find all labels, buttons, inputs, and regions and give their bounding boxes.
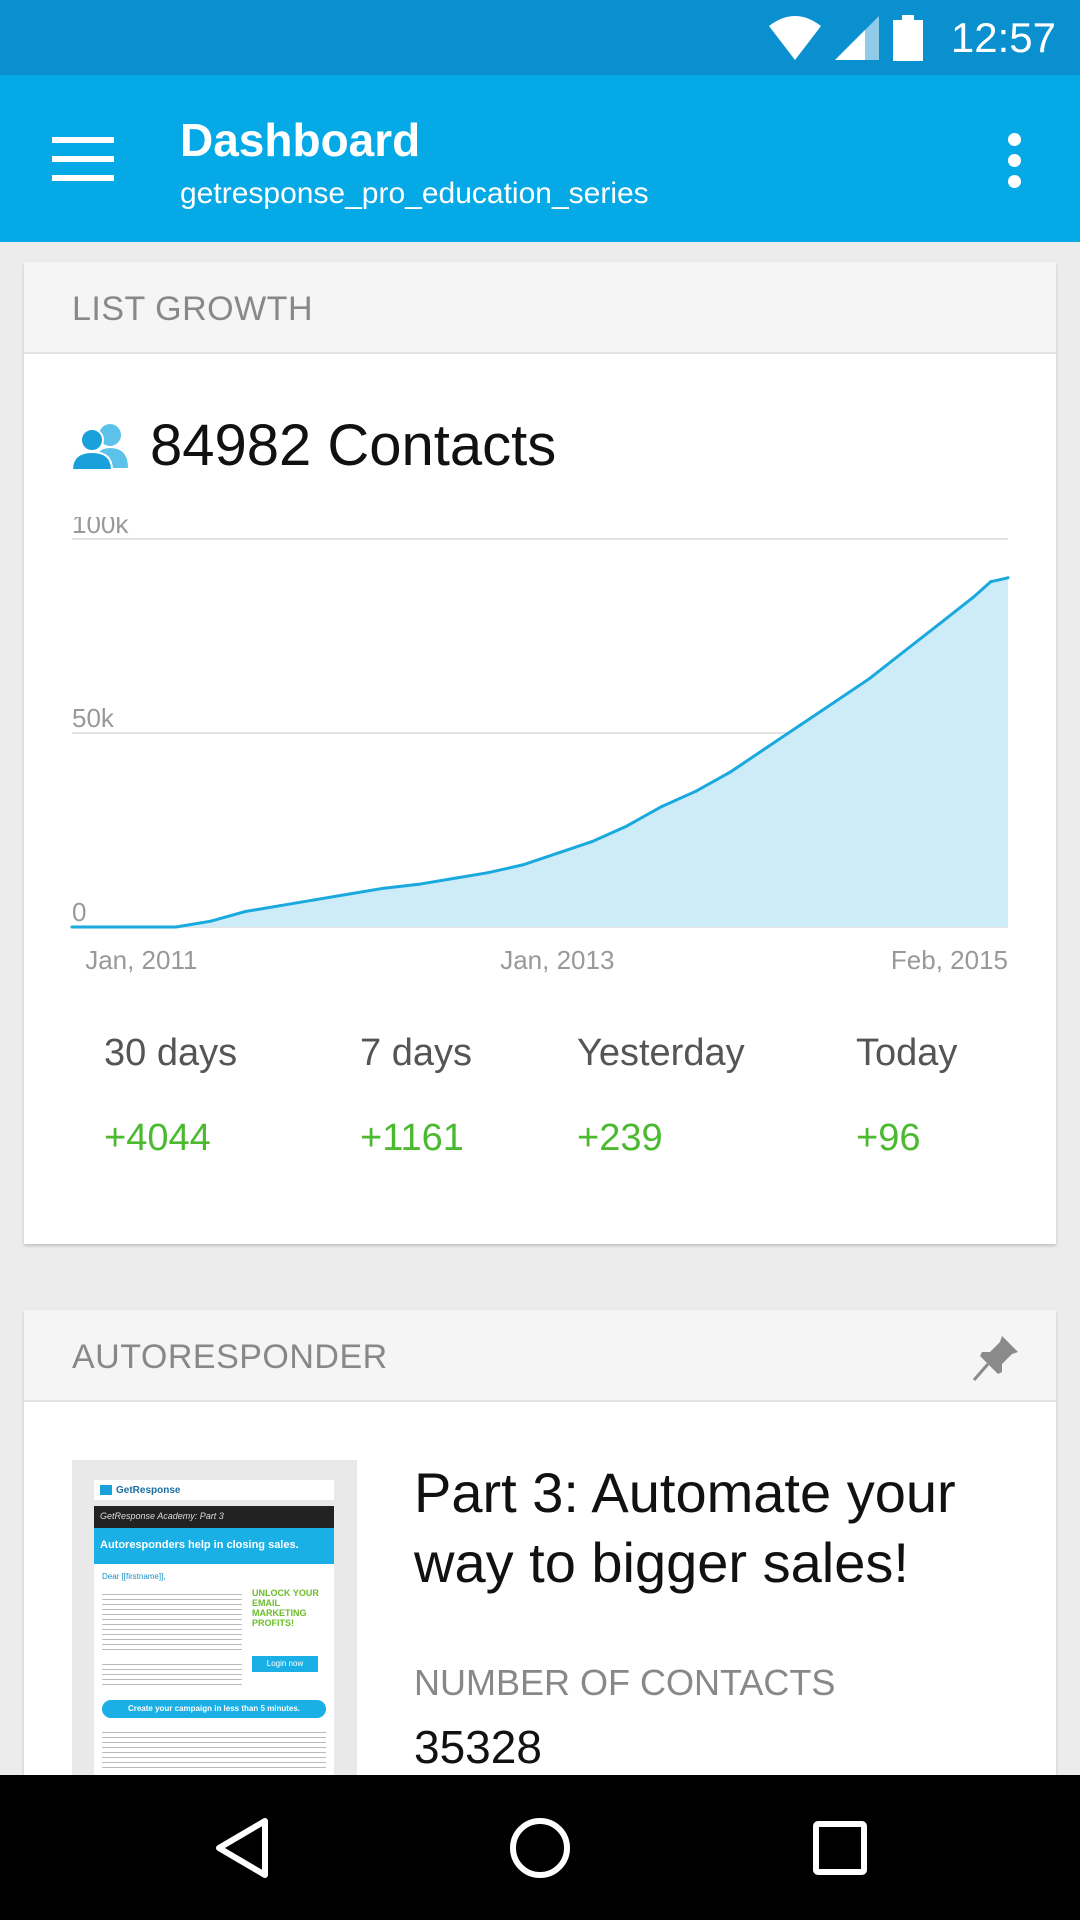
wifi-icon [768,15,821,60]
data-point [174,925,178,929]
data-point [278,904,282,908]
data-point [694,789,698,793]
data-point [70,925,74,929]
stat-label: 7 days [360,1032,472,1074]
contacts-summary: 84982 Contacts [72,412,556,479]
status-time: 12:57 [950,13,1056,61]
contacts-label: NUMBER OF CONTACTS [414,1662,836,1703]
back-icon[interactable] [207,1813,277,1883]
contacts-icon [72,423,128,470]
data-point [486,871,490,875]
x-tick-label: Jan, 2013 [500,945,614,975]
autoresponder-title: Part 3: Automate your way to bigger sale… [414,1461,956,1594]
thumbnail-banner: GetResponse Academy: Part 3 [94,1506,334,1528]
stat-label: Today [856,1032,958,1074]
data-point [763,747,767,751]
list-growth-chart: 100k 50k 0 Jan, 2011 Jan, 2013 Feb, 2015 [24,509,1056,1277]
data-point [243,909,247,913]
pin-icon[interactable] [972,1334,1020,1382]
data-point [937,622,941,626]
autoresponder-card[interactable]: AUTORESPONDER GetResponse GetResponse Ac… [24,1310,1056,1810]
data-point [347,892,351,896]
thumbnail-headline: Autoresponders help in closing sales. [94,1528,334,1564]
data-point [382,886,386,890]
recents-icon[interactable] [805,1813,875,1883]
y-tick-label: 50k [72,703,115,733]
stat-7-days: 7 days +1161 [360,1032,472,1160]
data-point [590,840,594,844]
thumbnail-brand-bar: GetResponse [94,1480,334,1500]
y-tick-label: 0 [72,897,86,927]
battery-icon [892,14,923,61]
stat-yesterday: Yesterday +239 [577,1032,745,1160]
page-title: Dashboard [180,114,421,166]
card-header: AUTORESPONDER [24,1310,1056,1402]
navigation-bar [0,1775,1080,1920]
contacts-value: 35328 [414,1721,542,1773]
data-point [798,723,802,727]
thumbnail-text-lines [102,1590,242,1650]
menu-icon[interactable] [52,137,114,181]
email-thumbnail[interactable]: GetResponse GetResponse Academy: Part 3 … [72,1460,357,1790]
data-point [451,877,455,880]
data-point [867,677,871,681]
stat-label: 30 days [104,1032,238,1074]
data-point [209,919,213,923]
data-point [989,580,993,584]
data-point [313,898,317,902]
x-tick-label: Feb, 2015 [891,945,1008,975]
data-point [902,650,906,654]
stat-value: +239 [577,1117,663,1159]
data-point [1006,576,1010,580]
growth-chart-svg: 100k 50k 0 Jan, 2011 Jan, 2013 Feb, 2015 [70,509,1010,975]
home-icon[interactable] [505,1813,575,1883]
thumbnail-logo-icon [100,1485,112,1495]
stat-value: +96 [856,1117,921,1159]
data-point [625,824,629,828]
thumbnail-text-lines [102,1728,326,1772]
data-point [521,863,525,867]
stat-today: Today +96 [856,1032,957,1160]
thumbnail-promo: UNLOCK YOUR EMAIL MARKETING PROFITS! [252,1588,319,1628]
x-tick-label: Jan, 2011 [85,945,197,975]
card-header: LIST GROWTH [24,262,1056,354]
thumbnail-login-button: Login now [252,1656,318,1672]
data-point [729,770,733,774]
page-subtitle: getresponse_pro_education_series [180,177,649,210]
stat-value: +4044 [104,1117,211,1159]
thumbnail-greeting: Dear [[firstname]], [102,1572,166,1581]
more-options-icon[interactable] [1006,133,1022,189]
data-point [659,805,663,809]
y-tick-label: 100k [72,517,129,539]
stat-30-days: 30 days +4044 [104,1032,237,1160]
status-bar: 12:57 [0,0,1080,75]
series-line [72,576,1009,929]
thumbnail-cta: Create your campaign in less than 5 minu… [102,1700,326,1718]
thumbnail-brand: GetResponse [116,1484,181,1496]
signal-icon [834,15,879,60]
series-area [72,577,1008,927]
app-bar: Dashboard getresponse_pro_education_seri… [0,75,1080,242]
data-point [139,925,143,929]
thumbnail-text-lines [102,1660,242,1688]
stat-label: Yesterday [577,1032,745,1074]
data-point [555,851,559,855]
data-point [417,882,421,886]
list-growth-card[interactable]: LIST GROWTH 84982 Contacts 100k 50k 0 Jan, … [24,262,1056,1244]
card-header-title: AUTORESPONDER [72,1338,388,1376]
data-point [971,595,975,599]
data-point [833,700,837,704]
growth-stats: 30 days +4044 7 days +1161 Yesterday +23… [24,1032,1056,1192]
status-icons: 12:57 [768,0,1056,75]
card-header-title: LIST GROWTH [72,290,313,328]
contacts-count: 84982 Contacts [150,413,557,478]
thumbnail-body: Dear [[firstname]], UNLOCK YOUR EMAIL MA… [94,1564,334,1790]
stat-value: +1161 [360,1117,464,1159]
